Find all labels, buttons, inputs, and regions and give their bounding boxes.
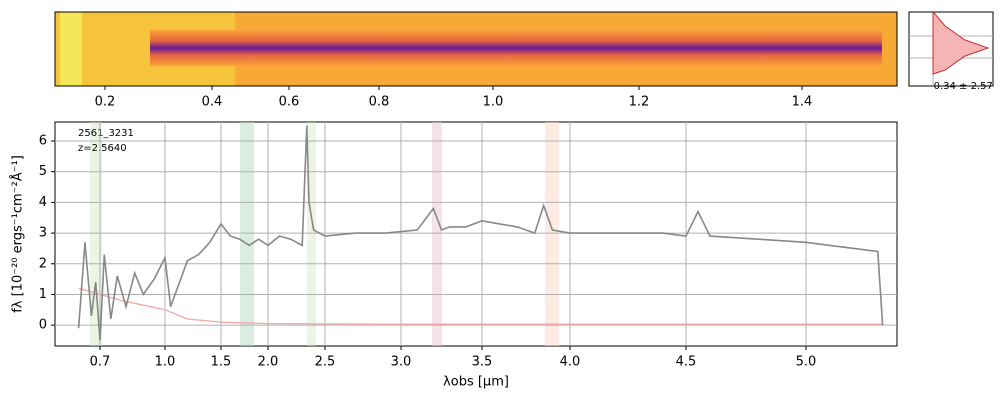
object-id: 2561_3231 (78, 128, 134, 139)
top-x-tick-label: 0.6 (279, 95, 300, 110)
x-tick-label: 1.0 (155, 355, 176, 370)
spectrum-2d-trace (150, 30, 882, 66)
line-band (545, 122, 559, 346)
spectrum-line (77, 125, 884, 341)
top-x-tick-label: 1.4 (792, 95, 813, 110)
inset-frame (908, 11, 994, 87)
frame (54, 11, 898, 87)
y-tick-label: 2 (39, 256, 47, 271)
inset-label: -0.34 ± 2.57 (930, 81, 993, 92)
x-tick-label: 5.0 (796, 355, 817, 370)
y-tick-label: 1 (39, 287, 47, 302)
line-band (240, 122, 254, 346)
x-axis-label: λobs [µm] (443, 375, 509, 390)
line-band (90, 122, 102, 346)
redshift: z=2.5640 (78, 143, 127, 154)
y-tick-label: 6 (39, 134, 47, 149)
x-tick-label: 4.0 (560, 355, 581, 370)
top-x-tick-label: 1.0 (483, 95, 504, 110)
line-band (432, 122, 442, 346)
y-axis-label: fλ [10⁻²⁰ ergs⁻¹cm⁻²Å⁻¹] (10, 155, 26, 313)
spectrum-line (78, 287, 883, 325)
x-tick-label: 3.0 (391, 355, 412, 370)
x-tick-label: 2.0 (258, 355, 279, 370)
top-x-tick-label: 0.4 (202, 95, 223, 110)
frame (54, 121, 898, 347)
x-tick-label: 1.5 (211, 355, 232, 370)
x-tick-label: 2.5 (315, 355, 336, 370)
spectrum-2d-noise (60, 12, 82, 86)
top-x-tick-label: 0.2 (95, 95, 116, 110)
y-tick-label: 0 (39, 318, 47, 333)
line-band (307, 122, 316, 346)
inset-hist (932, 10, 990, 75)
y-tick-label: 5 (39, 164, 47, 179)
x-tick-label: 4.5 (676, 355, 697, 370)
y-tick-label: 4 (39, 195, 47, 210)
top-x-tick-label: 1.2 (629, 95, 650, 110)
x-tick-label: 0.7 (90, 355, 111, 370)
x-tick-label: 3.5 (472, 355, 493, 370)
y-tick-label: 3 (39, 226, 47, 241)
top-x-tick-label: 0.8 (369, 95, 390, 110)
